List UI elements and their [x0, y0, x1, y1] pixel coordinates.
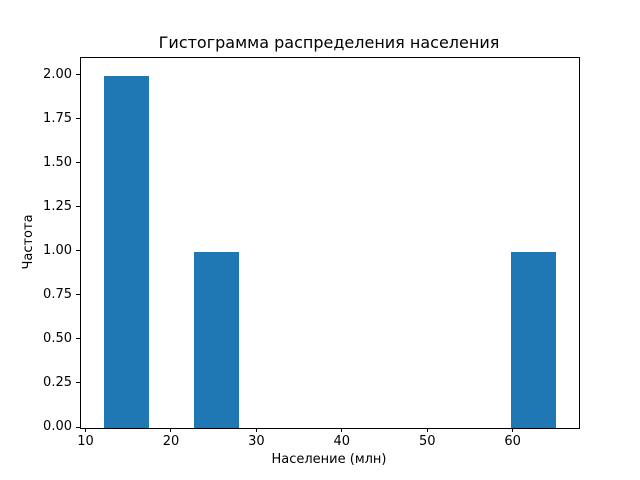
x-tick-label: 40: [333, 434, 351, 449]
y-tick-mark: [76, 382, 80, 384]
x-axis-label: Население (млн): [271, 452, 387, 467]
x-tick-mark: [170, 428, 172, 432]
y-tick-mark: [76, 426, 80, 428]
y-tick-label: 1.00: [43, 242, 72, 258]
histogram-bar: [103, 75, 149, 428]
x-tick-label: 10: [77, 434, 94, 449]
x-tick-mark: [341, 428, 343, 432]
y-tick-mark: [76, 162, 80, 164]
x-tick-label: 30: [248, 434, 265, 449]
y-tick-mark: [76, 338, 80, 340]
histogram-bar: [511, 251, 557, 428]
y-tick-label: 0.75: [43, 286, 72, 302]
x-tick-mark: [255, 428, 257, 432]
y-tick-label: 0.25: [43, 374, 72, 390]
y-tick-mark: [76, 294, 80, 296]
y-tick-label: 1.75: [43, 110, 72, 126]
histogram-bar: [194, 251, 240, 428]
plot-area: [80, 57, 580, 429]
y-tick-mark: [76, 74, 80, 76]
y-tick-mark: [76, 206, 80, 208]
y-tick-label: 1.50: [43, 154, 72, 170]
x-tick-label: 20: [162, 434, 180, 449]
y-tick-label: 1.25: [43, 198, 72, 214]
x-tick-mark: [512, 428, 514, 432]
y-tick-label: 2.00: [43, 66, 72, 82]
y-tick-mark: [76, 118, 80, 120]
y-tick-label: 0.50: [43, 330, 72, 346]
x-tick-mark: [426, 428, 428, 432]
y-tick-mark: [76, 250, 80, 252]
y-tick-label: 0.00: [43, 419, 72, 434]
x-tick-mark: [85, 428, 87, 432]
x-tick-label: 50: [418, 434, 436, 449]
chart-title: Гистограмма распределения населения: [158, 33, 500, 52]
x-tick-label: 60: [504, 434, 521, 449]
